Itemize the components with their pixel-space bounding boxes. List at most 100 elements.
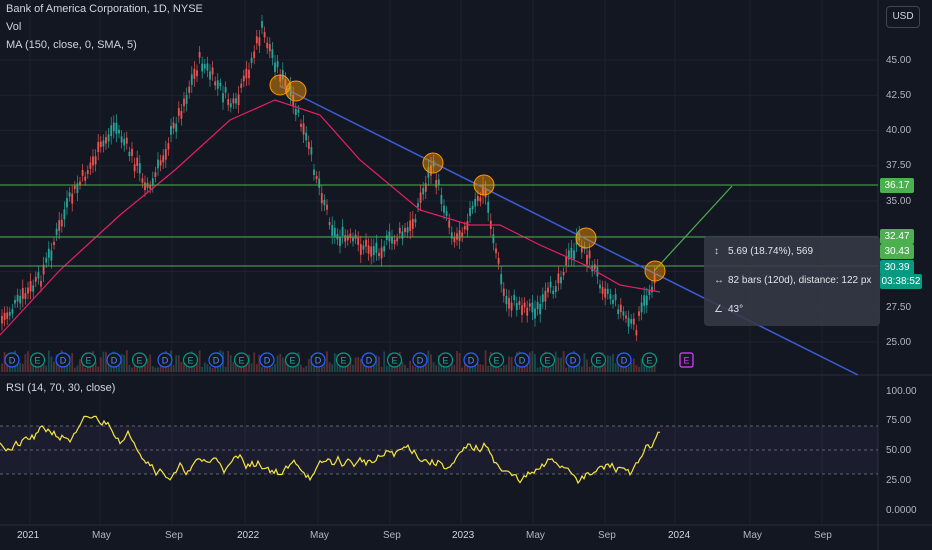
candle-body — [539, 303, 542, 315]
candle-body — [586, 254, 588, 265]
candle-body — [385, 235, 388, 240]
volume-bar — [557, 357, 560, 372]
candle-body — [21, 288, 24, 299]
price-tick: 25.00 — [886, 337, 912, 348]
volume-bar — [534, 354, 536, 372]
candle-body — [617, 309, 620, 314]
candle-body — [76, 183, 79, 194]
candle-body — [518, 301, 521, 305]
volume-bar — [632, 358, 635, 372]
candle-body — [612, 299, 614, 304]
candle-body — [359, 244, 362, 255]
rsi-tick: 100.00 — [886, 386, 917, 397]
volume-bar — [274, 363, 276, 372]
volume-bar — [128, 364, 131, 372]
volume-bar — [105, 351, 107, 372]
time-tick: May — [92, 530, 111, 541]
candle-body — [151, 178, 154, 186]
candle-body — [209, 71, 211, 80]
candle-body — [466, 221, 469, 231]
volume-bar — [349, 359, 352, 372]
candle-body — [66, 198, 68, 208]
candle-body — [19, 295, 22, 304]
volume-bar — [159, 363, 162, 372]
candle-body — [162, 155, 165, 163]
time-tick: Sep — [814, 530, 832, 541]
candle-body — [138, 163, 141, 174]
volume-bar — [294, 366, 297, 372]
dividend-event-icon — [106, 352, 122, 368]
dividend-event-letter: D — [468, 356, 475, 366]
volume-bar — [352, 364, 354, 372]
candle-body — [263, 32, 266, 38]
volume-bar — [409, 360, 412, 372]
time-tick: 2024 — [668, 530, 691, 541]
touch-point-marker — [473, 174, 495, 196]
candle-body — [424, 183, 427, 192]
candle-body — [42, 264, 45, 275]
rsi-indicator-label[interactable]: RSI (14, 70, 30, close) — [6, 382, 116, 394]
candle-body — [458, 230, 461, 241]
candle-body — [476, 195, 479, 201]
candle-body — [237, 94, 240, 105]
candle-body — [274, 62, 276, 73]
volume-bar — [66, 363, 68, 372]
currency-button[interactable]: USD — [886, 6, 920, 28]
volume-bar — [8, 363, 11, 372]
candle-body — [81, 169, 84, 176]
candle-body — [471, 205, 474, 210]
volume-bar — [157, 367, 159, 372]
volume-bar — [341, 365, 344, 372]
earnings-event-letter: E — [340, 356, 346, 366]
volume-bar — [300, 364, 302, 372]
volume-bar — [151, 366, 154, 372]
volume-bar — [562, 351, 565, 372]
earnings-event-letter: E — [136, 356, 142, 366]
candle-body — [219, 82, 222, 86]
volume-bar — [385, 365, 388, 372]
volume-bar — [482, 364, 484, 372]
volume-bar — [614, 363, 617, 372]
symbol-title[interactable]: Bank of America Corporation, 1D, NYSE — [6, 3, 203, 15]
volume-bar — [209, 366, 211, 372]
volume-bar — [331, 364, 334, 372]
candle-body — [177, 108, 180, 116]
volume-bar — [333, 353, 336, 372]
volume-bar — [627, 366, 630, 372]
candle-body — [86, 170, 89, 174]
volume-bar — [19, 362, 22, 372]
candle-body — [427, 167, 430, 178]
volume-bar — [354, 357, 357, 372]
candle-body — [640, 302, 643, 313]
candle-body — [401, 231, 404, 239]
volume-bar — [565, 367, 568, 372]
volume-bar — [29, 363, 32, 372]
candle-body — [635, 330, 638, 336]
candle-body — [578, 232, 581, 241]
candle-body — [474, 199, 477, 207]
candle-body — [105, 137, 107, 144]
candle-body — [294, 108, 297, 116]
candle-body — [380, 247, 383, 259]
volume-bar — [50, 356, 53, 372]
dividend-event-icon — [514, 352, 530, 368]
candle-body — [604, 288, 607, 298]
candle-body — [404, 227, 406, 232]
rsi-tick: 25.00 — [886, 475, 912, 486]
candle-body — [235, 98, 237, 104]
volume-bar — [320, 364, 323, 372]
candle-body — [190, 74, 193, 85]
rsi-tick: 0.0000 — [886, 505, 917, 516]
candle-body — [346, 235, 349, 241]
ma-indicator-label[interactable]: MA (150, close, 0, SMA, 5) — [6, 39, 137, 51]
candle-body — [365, 239, 367, 247]
candle-body — [331, 224, 334, 236]
candle-body — [648, 290, 651, 295]
volume-indicator-label[interactable]: Vol — [6, 21, 22, 33]
volume-bar — [588, 366, 591, 372]
volume-bar — [79, 359, 81, 372]
rsi-tick: 75.00 — [886, 415, 912, 426]
candle-body — [118, 129, 120, 134]
